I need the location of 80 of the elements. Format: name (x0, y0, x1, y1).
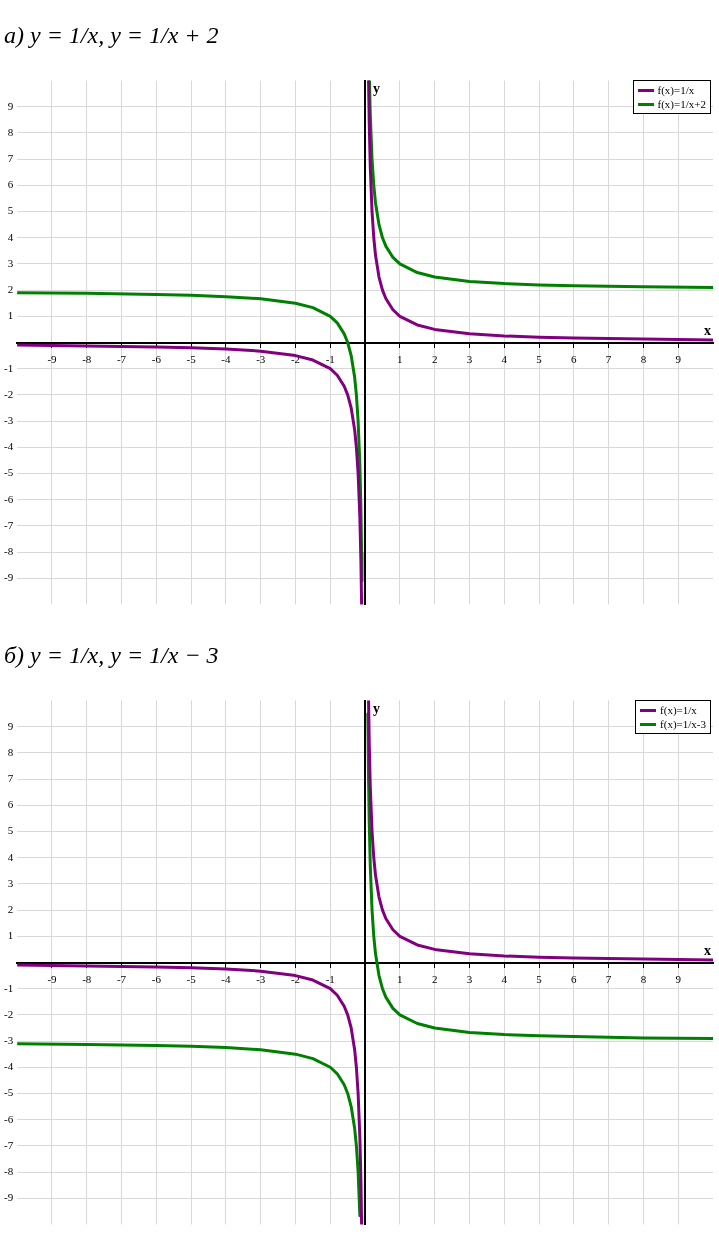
y-tick-label: -7 (3, 518, 14, 531)
x-tick-label: -8 (82, 352, 92, 365)
y-tick-label: -5 (3, 466, 14, 479)
x-tick-label: -9 (47, 972, 58, 985)
y-tick-label: 1 (7, 929, 14, 942)
y-tick-label: 3 (7, 256, 14, 269)
legend-label: f(x)=1/x (657, 84, 695, 96)
y-tick-label: -9 (3, 1191, 14, 1204)
x-tick-label: 7 (605, 972, 612, 985)
x-tick-label: -7 (116, 352, 127, 365)
x-tick-label: 4 (501, 352, 508, 365)
x-tick-label: -8 (82, 972, 92, 985)
x-tick-label: -1 (325, 972, 335, 985)
y-tick-label: 5 (7, 204, 14, 217)
y-tick-label: -6 (3, 492, 14, 505)
y-tick-label: 4 (7, 850, 14, 863)
x-tick-label: 6 (571, 352, 578, 365)
x-tick-label: 9 (675, 352, 682, 365)
chart-title: а) y = 1/x, y = 1/x + 2 (3, 21, 220, 50)
y-tick-label: -8 (3, 1164, 14, 1177)
x-axis-title: x (704, 323, 711, 339)
legend-label: f(x)=1/x+2 (657, 98, 706, 110)
x-tick-label: -3 (256, 352, 266, 365)
y-tick-label: -3 (3, 413, 14, 426)
x-tick-label: 1 (397, 972, 403, 985)
y-tick-label: -3 (3, 1033, 14, 1046)
x-tick-label: 3 (466, 972, 473, 985)
y-tick-label: 6 (7, 178, 14, 191)
legend-label: f(x)=1/x (660, 704, 697, 716)
y-tick-label: 5 (7, 824, 14, 837)
x-tick-label: 7 (605, 352, 612, 365)
y-tick-label: 2 (7, 283, 14, 296)
y-tick-label: -4 (3, 1060, 14, 1073)
y-tick-label: 7 (7, 772, 14, 785)
x-tick-label: 2 (431, 972, 438, 985)
x-tick-label: 3 (466, 352, 473, 365)
x-tick-label: 9 (675, 972, 682, 985)
x-tick-label: 5 (536, 972, 543, 985)
chart-title: б) y = 1/x, y = 1/x − 3 (3, 641, 220, 670)
y-tick-label: 1 (7, 309, 14, 322)
y-tick-label: 2 (7, 903, 14, 916)
legend-label: f(x)=1/x-3 (660, 718, 706, 730)
y-tick-label: 7 (7, 152, 14, 165)
y-tick-label: -5 (3, 1086, 14, 1099)
x-tick-label: 8 (640, 972, 647, 985)
x-tick-label: -3 (256, 972, 266, 985)
y-tick-label: -6 (3, 1112, 14, 1125)
x-tick-label: -1 (325, 352, 335, 365)
x-tick-label: 8 (640, 352, 647, 365)
y-tick-label: -9 (3, 571, 14, 584)
x-tick-label: -5 (186, 352, 197, 365)
y-tick-label: -8 (3, 544, 14, 557)
x-tick-label: 1 (397, 352, 403, 365)
y-tick-label: -7 (3, 1138, 14, 1151)
x-tick-label: -4 (221, 352, 231, 365)
y-tick-label: -4 (3, 440, 14, 453)
x-tick-label: -6 (151, 972, 162, 985)
x-tick-label: -6 (151, 352, 162, 365)
x-tick-label: -5 (186, 972, 197, 985)
x-tick-label: -7 (116, 972, 127, 985)
y-tick-label: 8 (7, 745, 14, 758)
x-tick-label: -4 (221, 972, 231, 985)
y-tick-label: -1 (3, 981, 14, 994)
y-tick-label: 8 (7, 125, 14, 138)
y-axis-title: y (373, 81, 381, 97)
y-tick-label: 3 (7, 876, 14, 889)
x-axis-title: x (704, 943, 711, 959)
y-tick-label: -2 (3, 387, 14, 400)
x-tick-label: 2 (431, 352, 438, 365)
x-tick-label: 6 (571, 972, 578, 985)
y-tick-label: 6 (7, 798, 14, 811)
y-tick-label: -1 (3, 361, 14, 374)
y-tick-label: 9 (7, 99, 14, 112)
x-tick-label: -9 (47, 352, 58, 365)
y-tick-label: 9 (7, 719, 14, 732)
y-tick-label: -2 (3, 1007, 14, 1020)
y-axis-title: y (373, 701, 381, 717)
x-tick-label: 5 (536, 352, 543, 365)
y-tick-label: 4 (7, 230, 14, 243)
x-tick-label: 4 (501, 972, 508, 985)
